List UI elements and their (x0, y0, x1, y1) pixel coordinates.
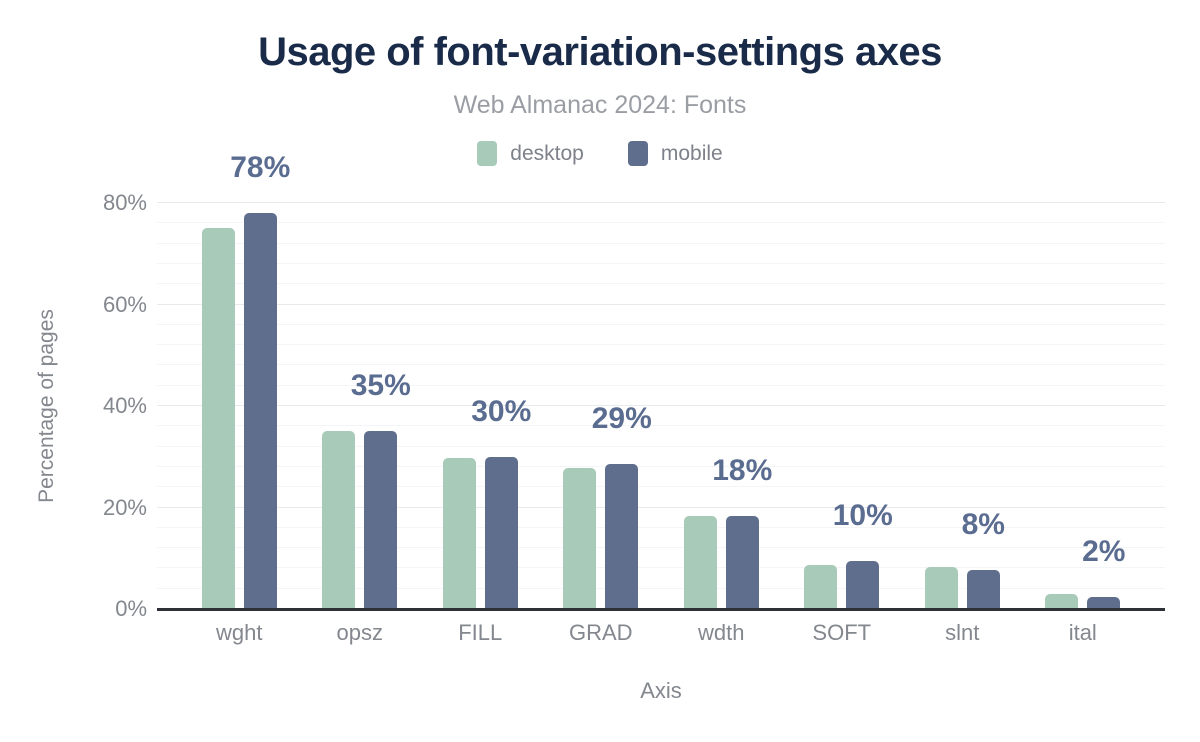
gridline-28 (157, 465, 1165, 467)
legend-item-desktop[interactable]: desktop (477, 141, 584, 166)
bar-group-opsz: 35% (300, 203, 421, 609)
bar-group-SOFT: 10% (782, 203, 903, 609)
gridline-64 (157, 283, 1165, 285)
y-tick-20%: 20% (102, 494, 147, 520)
bar-group-wght: 78% (179, 153, 300, 609)
legend-swatch-mobile (627, 141, 648, 166)
bar-value-label-slnt: 8% (961, 508, 1005, 542)
bar-group-wdth: 18% (661, 203, 782, 609)
bar-value-label-wght: 78% (230, 151, 291, 185)
y-tick-60%: 60% (102, 291, 147, 317)
legend-label-desktop: desktop (510, 141, 584, 165)
y-tick-0%: 0% (115, 596, 147, 621)
x-tick-FILL: FILL (458, 620, 503, 645)
legend-swatch-desktop (477, 141, 498, 166)
gridline-24 (157, 486, 1165, 488)
gridline-44 (157, 384, 1165, 386)
gridline-48 (157, 364, 1165, 366)
bar-mobile-wdth[interactable] (725, 516, 759, 609)
x-tick-SOFT: SOFT (812, 620, 872, 645)
legend-item-mobile[interactable]: mobile (627, 141, 723, 166)
gridline-68 (157, 262, 1165, 264)
bar-mobile-GRAD[interactable] (605, 463, 639, 609)
bar-mobile-FILL[interactable] (484, 456, 518, 609)
gridline-52 (157, 344, 1165, 346)
plot-area: 78% 35% 30% 29% 18% 10% 8% 2% (157, 153, 1165, 611)
bar-mobile-slnt[interactable] (966, 570, 1000, 609)
bar-mobile-ital[interactable] (1087, 597, 1121, 609)
bar-desktop-opsz[interactable] (322, 431, 356, 609)
bar-value-label-ital: 2% (1082, 535, 1126, 569)
x-axis-line (157, 608, 1165, 611)
y-tick-80%: 80% (102, 190, 147, 215)
legend-label-mobile: mobile (660, 141, 723, 165)
bar-value-label-wdth: 18% (712, 454, 773, 488)
x-tick-slnt: slnt (945, 620, 980, 645)
x-tick-wdth: wdth (698, 620, 745, 645)
bar-group-GRAD: 29% (541, 203, 662, 609)
bar-desktop-wght[interactable] (201, 228, 235, 609)
y-tick-40%: 40% (102, 393, 147, 418)
gridline-76 (157, 222, 1165, 224)
legend: desktop mobile (0, 141, 1200, 166)
bar-mobile-wght[interactable] (243, 213, 277, 609)
x-axis-ticks: wght opsz FILL GRAD wdth SOFT slnt ital (157, 620, 1165, 646)
gridline-32 (157, 445, 1165, 447)
x-tick-ital: ital (1068, 620, 1097, 645)
x-tick-opsz: opsz (336, 620, 383, 645)
bar-value-label-opsz: 35% (350, 369, 411, 403)
gridline-20 (157, 506, 1165, 508)
gridline-4 (157, 587, 1165, 589)
bar-value-label-GRAD: 29% (591, 401, 652, 435)
bar-group-FILL: 30% (420, 203, 541, 609)
x-axis-title: Axis (640, 678, 682, 703)
gridline-60 (157, 303, 1165, 305)
gridline-8 (157, 567, 1165, 569)
gridline-80 (157, 202, 1165, 203)
bars-container: 78% 35% 30% 29% 18% 10% 8% 2% (157, 153, 1165, 609)
gridline-12 (157, 547, 1165, 549)
bar-desktop-slnt[interactable] (924, 566, 958, 609)
bar-desktop-wdth[interactable] (683, 516, 717, 609)
bar-desktop-SOFT[interactable] (804, 564, 838, 609)
bar-desktop-GRAD[interactable] (563, 468, 597, 609)
gridline-72 (157, 242, 1165, 244)
bar-mobile-SOFT[interactable] (846, 560, 880, 609)
chart-title: Usage of font-variation-settings axes (258, 30, 942, 74)
bar-group-slnt: 8% (902, 203, 1023, 609)
chart-subtitle: Web Almanac 2024: Fonts (453, 91, 747, 119)
y-axis-ticks: 0% 20% 40% 60% 80% (0, 190, 147, 621)
bar-value-label-SOFT: 10% (832, 498, 893, 532)
bar-desktop-ital[interactable] (1045, 593, 1079, 609)
gridline-36 (157, 425, 1165, 427)
bar-mobile-opsz[interactable] (364, 431, 398, 609)
gridline-16 (157, 526, 1165, 528)
gridline-40 (157, 405, 1165, 406)
gridline-56 (157, 323, 1165, 325)
bar-group-ital: 2% (1023, 203, 1144, 609)
bar-desktop-FILL[interactable] (442, 458, 476, 609)
x-tick-GRAD: GRAD (568, 620, 633, 645)
bar-value-label-FILL: 30% (471, 394, 532, 428)
x-tick-wght: wght (216, 620, 263, 645)
